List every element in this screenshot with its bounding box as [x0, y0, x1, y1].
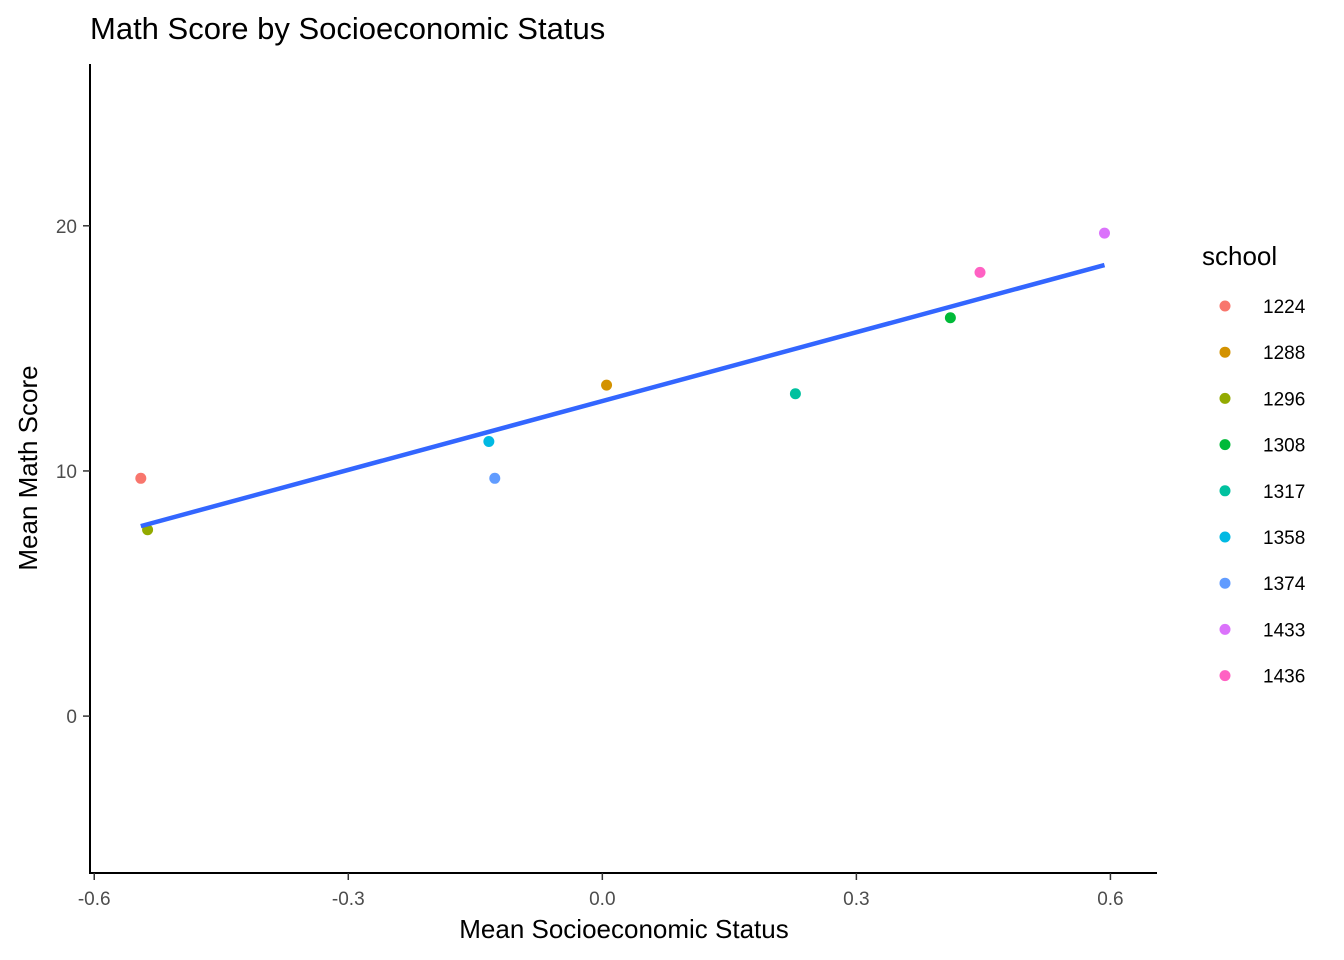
legend-label: 1288: [1263, 343, 1305, 364]
legend-label: 1374: [1263, 574, 1306, 595]
data-point-1224: [135, 472, 147, 484]
legend-key-1317: [1219, 485, 1231, 497]
legend-label: 1317: [1263, 482, 1305, 503]
x-tick-label: 0.6: [1097, 889, 1123, 910]
legend-label: 1433: [1263, 620, 1305, 641]
legend-key-1296: [1219, 392, 1231, 404]
x-tick-label: 0.0: [589, 889, 615, 910]
y-axis-ticks: 0 10 20: [56, 217, 90, 728]
x-tick-label: 0.3: [843, 889, 869, 910]
plot-area: [135, 227, 1110, 536]
data-point-1358: [483, 436, 495, 448]
legend-label: 1296: [1263, 389, 1305, 410]
x-axis-title: Mean Socioeconomic Status: [459, 914, 789, 944]
legend-label: 1436: [1263, 667, 1305, 688]
chart-title: Math Score by Socioeconomic Status: [90, 11, 605, 46]
legend-label: 1358: [1263, 528, 1305, 549]
data-point-1317: [789, 388, 801, 400]
legend-key-1436: [1219, 670, 1231, 682]
legend: school 122412881296130813171358137414331…: [1202, 241, 1306, 688]
legend-key-1433: [1219, 623, 1231, 635]
trend-line: [140, 262, 1106, 529]
x-axis-ticks: -0.6 -0.3 0.0 0.3 0.6: [78, 873, 1124, 910]
legend-key-1224: [1219, 300, 1231, 312]
y-tick-label: 0: [66, 707, 77, 728]
x-tick-label: -0.6: [78, 889, 111, 910]
data-point-1308: [944, 312, 956, 324]
legend-label: 1308: [1263, 436, 1305, 457]
legend-label: 1224: [1263, 297, 1306, 318]
legend-key-1308: [1219, 439, 1231, 451]
y-tick-label: 20: [56, 217, 77, 238]
data-point-1433: [1098, 227, 1110, 239]
y-tick-label: 10: [56, 462, 77, 483]
data-point-1288: [601, 379, 613, 391]
data-point-1374: [489, 472, 501, 484]
legend-key-1358: [1219, 531, 1231, 543]
y-axis-title: Mean Math Score: [13, 365, 43, 570]
legend-key-1288: [1219, 346, 1231, 358]
data-point-1436: [974, 266, 986, 278]
legend-title: school: [1202, 241, 1277, 271]
legend-key-1374: [1219, 577, 1231, 589]
x-tick-label: -0.3: [332, 889, 365, 910]
legend-items: 1224 1288 1296 1308 1317 1358 1374 1433 1436: [1219, 297, 1306, 688]
